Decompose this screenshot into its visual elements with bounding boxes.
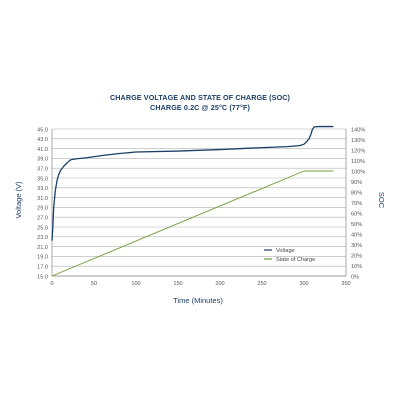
x-tick-label: 250 (257, 281, 266, 287)
axes (51, 129, 347, 277)
y-right-tick-label: 50% (351, 222, 362, 228)
y-right-tick-label: 140% (351, 127, 365, 133)
y-left-tick-label: 15.0 (37, 274, 48, 280)
legend: Voltage State of Charge (264, 248, 315, 263)
soc-series-line (51, 170, 334, 277)
y-left-tick-label: 39.0 (37, 157, 48, 163)
y-right-tick-label: 0% (351, 274, 359, 280)
y-left-tick-label: 27.0 (37, 216, 48, 222)
legend-label: State of Charge (276, 257, 315, 263)
y-right-tick-label: 10% (351, 264, 362, 270)
y-left-tick-label: 19.0 (37, 255, 48, 261)
series-lines (51, 125, 334, 277)
y-right-tick-label: 80% (351, 190, 362, 196)
y-left-tick-label: 21.0 (37, 245, 48, 251)
y-left-tick-label: 43.0 (37, 137, 48, 143)
chart-subtitle: CHARGE 0.2C @ 25°C (77°F) (150, 103, 250, 112)
y-right-tick-label: 40% (351, 232, 362, 238)
y-left-tick-label: 33.0 (37, 186, 48, 192)
y-left-tick-label: 31.0 (37, 196, 48, 202)
y-left-tick-label: 37.0 (37, 167, 48, 173)
y-right-tick-label: 90% (351, 180, 362, 186)
x-tick-label: 150 (173, 281, 182, 287)
x-tick-label: 200 (215, 281, 224, 287)
y-right-tick-labels: 0% 10% 20% 30% 40% 50% 60% 70% 80% 90% 100% 110% 120… (351, 127, 365, 280)
y-right-tick-label: 70% (351, 201, 362, 207)
y-left-tick-label: 45.0 (37, 127, 48, 133)
y-left-tick-labels: 15.0 17.0 19.0 21.0 23.0 25.0 27.0 29.0 31.0 33.0… (37, 127, 48, 280)
x-tick-label: 100 (131, 281, 140, 287)
y-right-tick-label: 110% (351, 159, 365, 165)
x-axis-label: Time (Minutes) (173, 296, 223, 305)
y-right-tick-label: 20% (351, 253, 362, 259)
x-tick-label: 300 (299, 281, 308, 287)
y-left-tick-label: 25.0 (37, 225, 48, 231)
x-tick-label: 50 (91, 281, 97, 287)
x-tick-label: 350 (341, 281, 350, 287)
voltage-series-line (51, 125, 334, 241)
x-tick-label: 0 (50, 281, 53, 287)
y-right-tick-label: 120% (351, 148, 365, 154)
grid-lines (52, 128, 346, 277)
y-left-tick-label: 41.0 (37, 147, 48, 153)
y-right-tick-label: 100% (351, 169, 365, 175)
chart-title: CHARGE VOLTAGE AND STATE OF CHARGE (SOC) (109, 93, 291, 102)
y-left-tick-label: 35.0 (37, 176, 48, 182)
y-left-tick-label: 29.0 (37, 206, 48, 212)
legend-label: Voltage (276, 248, 295, 254)
y-left-axis-label: Voltage (V) (14, 181, 23, 219)
y-left-tick-label: 23.0 (37, 235, 48, 241)
y-right-tick-label: 60% (351, 211, 362, 217)
y-right-axis-label: SOC (377, 192, 386, 209)
x-tick-labels: 0 50 100 150 200 250 300 350 (50, 281, 350, 287)
y-right-tick-label: 130% (351, 138, 365, 144)
y-left-tick-label: 17.0 (37, 265, 48, 271)
y-right-tick-label: 30% (351, 243, 362, 249)
